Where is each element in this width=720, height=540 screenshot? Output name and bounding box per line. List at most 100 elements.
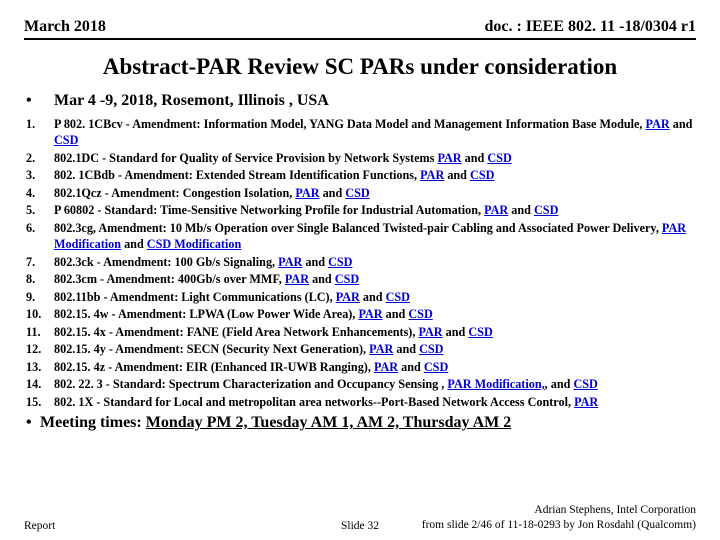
par-item-conj: and bbox=[360, 290, 386, 304]
par-item-conj: and bbox=[309, 272, 335, 286]
par-item-text: 802.15. 4y - Amendment: SECN (Security N… bbox=[54, 341, 696, 357]
par-link[interactable]: PAR bbox=[374, 360, 398, 374]
csd-link[interactable]: CSD bbox=[468, 325, 492, 339]
par-link[interactable]: PAR bbox=[278, 255, 302, 269]
csd-link[interactable]: CSD bbox=[408, 307, 432, 321]
par-item-text: 802. 1X - Standard for Local and metropo… bbox=[54, 394, 696, 410]
par-link[interactable]: PAR bbox=[285, 272, 309, 286]
par-item-desc: 802.1DC - Standard for Quality of Servic… bbox=[54, 151, 437, 165]
par-item-desc: P 802. 1CBcv - Amendment: Information Mo… bbox=[54, 117, 646, 131]
par-item-desc: 802.3cg, Amendment: 10 Mb/s Operation ov… bbox=[54, 221, 662, 235]
par-item-desc: 802. 1CBdb - Amendment: Extended Stream … bbox=[54, 168, 420, 182]
par-item-desc: 802.3ck - Amendment: 100 Gb/s Signaling, bbox=[54, 255, 278, 269]
par-link[interactable]: PAR bbox=[295, 186, 319, 200]
par-item-text: 802.15. 4x - Amendment: FANE (Field Area… bbox=[54, 324, 696, 340]
csd-link[interactable]: CSD bbox=[573, 377, 597, 391]
par-item-desc: 802.15. 4y - Amendment: SECN (Security N… bbox=[54, 342, 369, 356]
par-list-item: 802.15. 4w - Amendment: LPWA (Low Power … bbox=[24, 306, 696, 322]
par-list-item: 802. 22. 3 - Standard: Spectrum Characte… bbox=[24, 376, 696, 392]
bullet-marker: • bbox=[24, 414, 40, 432]
meeting-info-line: • Mar 4 -9, 2018, Rosemont, Illinois , U… bbox=[24, 92, 696, 110]
footer-center: Slide 32 bbox=[24, 520, 696, 532]
par-item-conj: and bbox=[670, 117, 693, 131]
par-item-conj: and bbox=[462, 151, 488, 165]
par-list-item: 802.15. 4z - Amendment: EIR (Enhanced IR… bbox=[24, 359, 696, 375]
csd-link[interactable]: CSD bbox=[345, 186, 369, 200]
csd-link[interactable]: CSD bbox=[386, 290, 410, 304]
par-list-item: 802.1DC - Standard for Quality of Servic… bbox=[24, 150, 696, 166]
par-link[interactable]: PAR bbox=[646, 117, 670, 131]
par-item-desc: 802.15. 4z - Amendment: EIR (Enhanced IR… bbox=[54, 360, 374, 374]
par-item-desc: P 60802 - Standard: Time-Sensitive Netwo… bbox=[54, 203, 484, 217]
par-list-item: P 60802 - Standard: Time-Sensitive Netwo… bbox=[24, 202, 696, 218]
header-row: March 2018 doc. : IEEE 802. 11 -18/0304 … bbox=[24, 18, 696, 40]
par-list: P 802. 1CBcv - Amendment: Information Mo… bbox=[24, 116, 696, 410]
csd-link[interactable]: CSD bbox=[534, 203, 558, 217]
par-link[interactable]: PAR bbox=[418, 325, 442, 339]
par-link[interactable]: PAR Modification, bbox=[447, 377, 544, 391]
par-item-conj: and bbox=[383, 307, 409, 321]
meeting-times-prefix: Meeting times: bbox=[40, 414, 146, 431]
par-item-conj: and bbox=[398, 360, 424, 374]
par-link[interactable]: PAR bbox=[336, 290, 360, 304]
csd-link[interactable]: CSD Modification bbox=[147, 237, 241, 251]
par-link[interactable]: PAR bbox=[437, 151, 461, 165]
par-item-text: 802. 22. 3 - Standard: Spectrum Characte… bbox=[54, 376, 696, 392]
footer: Report Slide 32 Adrian Stephens, Intel C… bbox=[24, 503, 696, 532]
header-doc: doc. : IEEE 802. 11 -18/0304 r1 bbox=[484, 18, 696, 36]
par-item-desc: 802.11bb - Amendment: Light Communicatio… bbox=[54, 290, 336, 304]
par-item-desc: 802. 22. 3 - Standard: Spectrum Characte… bbox=[54, 377, 447, 391]
par-item-desc: 802.15. 4x - Amendment: FANE (Field Area… bbox=[54, 325, 418, 339]
par-item-text: 802.1DC - Standard for Quality of Servic… bbox=[54, 150, 696, 166]
par-item-text: 802.15. 4w - Amendment: LPWA (Low Power … bbox=[54, 306, 696, 322]
par-item-conj: and bbox=[121, 237, 147, 251]
csd-link[interactable]: CSD bbox=[419, 342, 443, 356]
slide-title: Abstract-PAR Review SC PARs under consid… bbox=[24, 54, 696, 80]
csd-link[interactable]: CSD bbox=[328, 255, 352, 269]
footer-author: Adrian Stephens, Intel Corporation bbox=[422, 503, 696, 517]
par-list-item: 802.3cm - Amendment: 400Gb/s over MMF, P… bbox=[24, 271, 696, 287]
par-item-text: 802.3ck - Amendment: 100 Gb/s Signaling,… bbox=[54, 254, 696, 270]
par-link[interactable]: PAR bbox=[358, 307, 382, 321]
meeting-times-text: Meeting times: Monday PM 2, Tuesday AM 1… bbox=[40, 414, 696, 432]
par-link[interactable]: PAR bbox=[420, 168, 444, 182]
par-list-item: 802.1Qcz - Amendment: Congestion Isolati… bbox=[24, 185, 696, 201]
par-link[interactable]: PAR bbox=[484, 203, 508, 217]
par-item-conj: and bbox=[443, 325, 469, 339]
slide: March 2018 doc. : IEEE 802. 11 -18/0304 … bbox=[0, 0, 720, 540]
par-item-conj: , and bbox=[545, 377, 574, 391]
meeting-info-text: Mar 4 -9, 2018, Rosemont, Illinois , USA bbox=[54, 92, 329, 110]
par-item-desc: 802.1Qcz - Amendment: Congestion Isolati… bbox=[54, 186, 295, 200]
par-list-item: 802.3cg, Amendment: 10 Mb/s Operation ov… bbox=[24, 220, 696, 253]
csd-link[interactable]: CSD bbox=[54, 133, 78, 147]
par-item-conj: and bbox=[444, 168, 470, 182]
par-item-conj: and bbox=[508, 203, 534, 217]
par-item-desc: 802. 1X - Standard for Local and metropo… bbox=[54, 395, 574, 409]
csd-link[interactable]: CSD bbox=[470, 168, 494, 182]
par-item-conj: and bbox=[320, 186, 346, 200]
par-list-item: 802.11bb - Amendment: Light Communicatio… bbox=[24, 289, 696, 305]
par-link[interactable]: PAR bbox=[369, 342, 393, 356]
header-date: March 2018 bbox=[24, 18, 106, 36]
par-list-item: 802. 1CBdb - Amendment: Extended Stream … bbox=[24, 167, 696, 183]
par-list-item: P 802. 1CBcv - Amendment: Information Mo… bbox=[24, 116, 696, 149]
par-item-text: 802.15. 4z - Amendment: EIR (Enhanced IR… bbox=[54, 359, 696, 375]
par-link[interactable]: PAR bbox=[574, 395, 598, 409]
par-item-conj: and bbox=[393, 342, 419, 356]
meeting-times-line: • Meeting times: Monday PM 2, Tuesday AM… bbox=[24, 414, 696, 432]
csd-link[interactable]: CSD bbox=[335, 272, 359, 286]
meeting-times-values: Monday PM 2, Tuesday AM 1, AM 2, Thursda… bbox=[146, 414, 512, 431]
csd-link[interactable]: CSD bbox=[424, 360, 448, 374]
par-item-text: 802.3cm - Amendment: 400Gb/s over MMF, P… bbox=[54, 271, 696, 287]
par-item-text: 802.11bb - Amendment: Light Communicatio… bbox=[54, 289, 696, 305]
par-list-item: 802.3ck - Amendment: 100 Gb/s Signaling,… bbox=[24, 254, 696, 270]
par-item-text: P 60802 - Standard: Time-Sensitive Netwo… bbox=[54, 202, 696, 218]
par-item-text: 802.1Qcz - Amendment: Congestion Isolati… bbox=[54, 185, 696, 201]
par-item-conj: and bbox=[302, 255, 328, 269]
par-item-text: 802.3cg, Amendment: 10 Mb/s Operation ov… bbox=[54, 220, 696, 253]
par-item-text: 802. 1CBdb - Amendment: Extended Stream … bbox=[54, 167, 696, 183]
par-item-desc: 802.3cm - Amendment: 400Gb/s over MMF, bbox=[54, 272, 285, 286]
par-list-item: 802.15. 4y - Amendment: SECN (Security N… bbox=[24, 341, 696, 357]
par-item-desc: 802.15. 4w - Amendment: LPWA (Low Power … bbox=[54, 307, 358, 321]
csd-link[interactable]: CSD bbox=[487, 151, 511, 165]
